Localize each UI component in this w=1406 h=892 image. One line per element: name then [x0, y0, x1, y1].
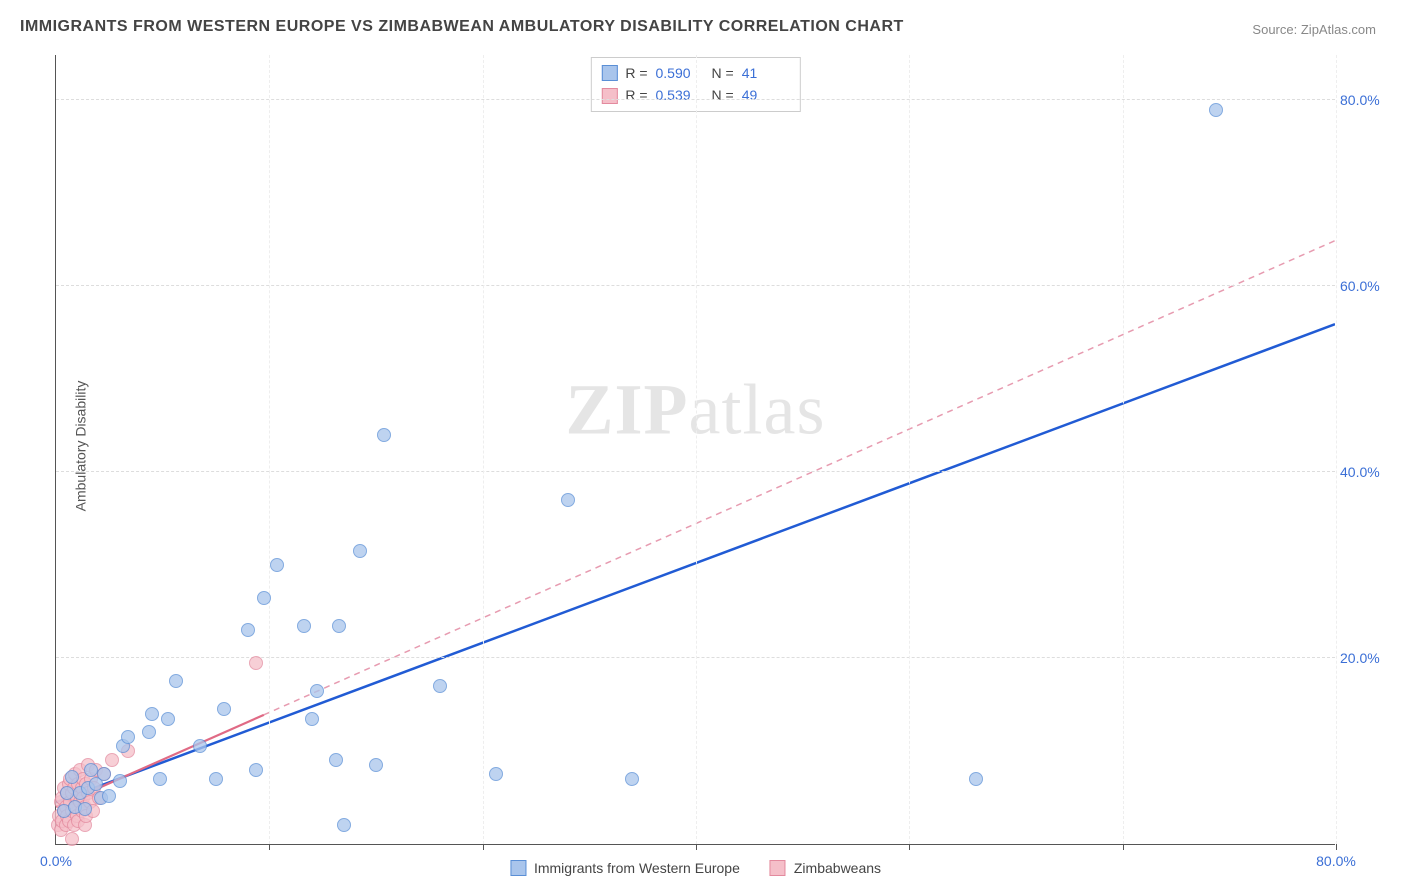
scatter-point-western_europe: [329, 753, 343, 767]
source-link[interactable]: ZipAtlas.com: [1301, 22, 1376, 37]
gridline-vertical: [1123, 55, 1124, 844]
source-attribution: Source: ZipAtlas.com: [1252, 22, 1376, 37]
y-tick-label: 80.0%: [1340, 92, 1395, 108]
legend-series-item-zimbabweans: Zimbabweans: [770, 860, 881, 876]
y-tick-label: 20.0%: [1340, 650, 1395, 666]
scatter-point-western_europe: [142, 725, 156, 739]
legend-swatch-western_europe: [601, 65, 617, 81]
scatter-point-western_europe: [241, 623, 255, 637]
scatter-point-western_europe: [257, 591, 271, 605]
scatter-point-western_europe: [153, 772, 167, 786]
scatter-point-western_europe: [65, 770, 79, 784]
chart-title: IMMIGRANTS FROM WESTERN EUROPE VS ZIMBAB…: [20, 18, 904, 36]
legend-series-item-western_europe: Immigrants from Western Europe: [510, 860, 740, 876]
y-tick-label: 40.0%: [1340, 464, 1395, 480]
scatter-point-western_europe: [249, 763, 263, 777]
gridline-vertical: [269, 55, 270, 844]
scatter-point-western_europe: [102, 789, 116, 803]
legend-series: Immigrants from Western Europe Zimbabwean…: [510, 860, 881, 876]
scatter-point-western_europe: [113, 774, 127, 788]
scatter-point-western_europe: [121, 730, 135, 744]
scatter-point-zimbabweans: [249, 656, 263, 670]
x-tick-mark: [909, 844, 910, 850]
gridline-vertical: [696, 55, 697, 844]
scatter-point-western_europe: [561, 493, 575, 507]
scatter-point-western_europe: [161, 712, 175, 726]
x-tick-mark: [1336, 844, 1337, 850]
scatter-point-western_europe: [310, 684, 324, 698]
scatter-point-western_europe: [969, 772, 983, 786]
scatter-point-western_europe: [145, 707, 159, 721]
scatter-point-western_europe: [297, 619, 311, 633]
scatter-point-western_europe: [97, 767, 111, 781]
scatter-point-western_europe: [369, 758, 383, 772]
scatter-point-western_europe: [209, 772, 223, 786]
watermark-light: atlas: [689, 370, 826, 450]
scatter-point-western_europe: [377, 428, 391, 442]
legend-n-label: N =: [712, 84, 734, 106]
x-tick-mark: [1123, 844, 1124, 850]
scatter-point-western_europe: [337, 818, 351, 832]
x-tick-mark: [269, 844, 270, 850]
scatter-point-western_europe: [78, 802, 92, 816]
gridline-vertical: [1336, 55, 1337, 844]
x-tick-label: 80.0%: [1316, 853, 1356, 869]
scatter-point-western_europe: [305, 712, 319, 726]
scatter-point-western_europe: [217, 702, 231, 716]
scatter-point-western_europe: [169, 674, 183, 688]
source-label: Source:: [1252, 22, 1297, 37]
scatter-point-western_europe: [332, 619, 346, 633]
gridline-vertical: [483, 55, 484, 844]
legend-swatch-zimbabweans: [770, 860, 786, 876]
scatter-point-western_europe: [353, 544, 367, 558]
scatter-point-western_europe: [1209, 103, 1223, 117]
legend-series-label-western_europe: Immigrants from Western Europe: [534, 860, 740, 876]
x-tick-mark: [483, 844, 484, 850]
scatter-point-zimbabweans: [105, 753, 119, 767]
legend-n-value-western_europe: 41: [742, 62, 790, 84]
legend-n-label: N =: [712, 62, 734, 84]
legend-swatch-zimbabweans: [601, 88, 617, 104]
x-tick-label: 0.0%: [40, 853, 72, 869]
scatter-point-western_europe: [489, 767, 503, 781]
legend-r-label: R =: [625, 84, 647, 106]
scatter-point-western_europe: [433, 679, 447, 693]
scatter-point-western_europe: [193, 739, 207, 753]
plot-area: ZIPatlas R =0.590N =41R =0.539N =49 Immi…: [55, 55, 1335, 845]
legend-series-label-zimbabweans: Zimbabweans: [794, 860, 881, 876]
scatter-point-western_europe: [270, 558, 284, 572]
x-tick-mark: [696, 844, 697, 850]
scatter-point-zimbabweans: [65, 832, 79, 846]
trend-line-zimbabweans-dashed: [264, 241, 1335, 715]
scatter-point-western_europe: [625, 772, 639, 786]
watermark-bold: ZIP: [566, 370, 689, 450]
y-tick-label: 60.0%: [1340, 278, 1395, 294]
legend-n-value-zimbabweans: 49: [742, 84, 790, 106]
legend-swatch-western_europe: [510, 860, 526, 876]
gridline-vertical: [909, 55, 910, 844]
legend-r-label: R =: [625, 62, 647, 84]
